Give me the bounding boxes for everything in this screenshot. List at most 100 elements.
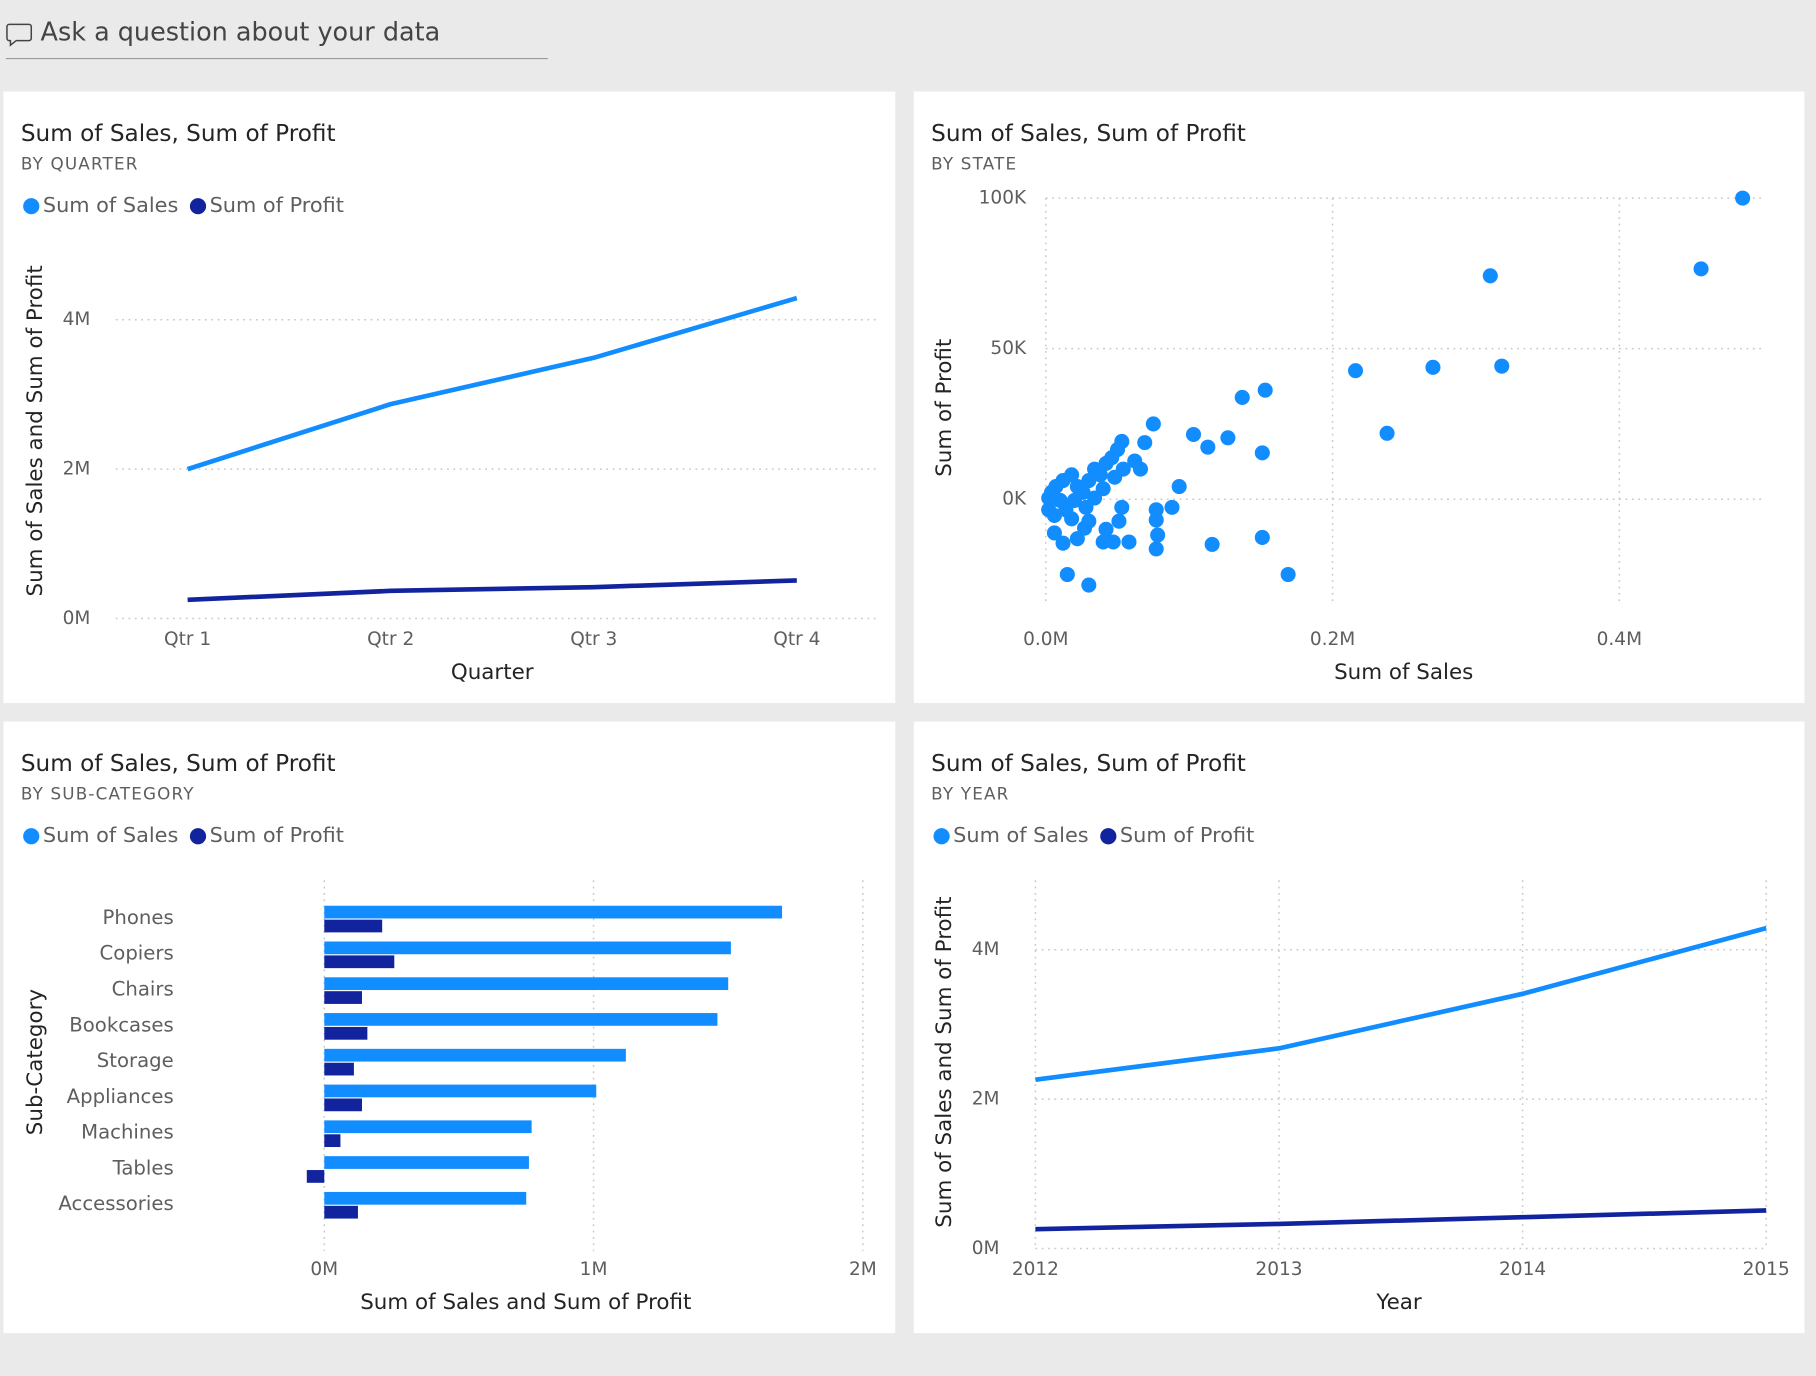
legend-label[interactable]: Sum of Profit (210, 823, 344, 847)
legend-marker[interactable] (189, 198, 207, 215)
scatter-point (1092, 467, 1108, 483)
x-tick-label: 2014 (1499, 1259, 1546, 1280)
panel (3, 721, 896, 1334)
category-label: Machines (81, 1121, 174, 1144)
bar (324, 1098, 362, 1112)
scatter-point (1104, 450, 1120, 466)
chart-title: Sum of Sales, Sum of Profit (21, 121, 336, 147)
x-tick-label: 0.2M (1310, 629, 1355, 650)
qna-box[interactable]: Ask a question about your data (5, 18, 548, 60)
y-tick-label: 2M (63, 459, 91, 480)
scatter-point (1257, 382, 1273, 398)
scatter-point (1066, 492, 1083, 508)
chart-title: Sum of Sales, Sum of Profit (21, 751, 336, 777)
qna-placeholder[interactable]: Ask a question about your data (41, 18, 441, 48)
chart-title: Sum of Sales, Sum of Profit (931, 751, 1246, 777)
x-tick-label: Qtr 1 (164, 629, 211, 650)
y-tick-label: 0K (1002, 489, 1027, 510)
y-tick-label: 0M (63, 608, 91, 629)
scatter-point (1095, 481, 1111, 497)
legend-label[interactable]: Sum of Sales (953, 823, 1088, 847)
scatter-point (1148, 541, 1164, 557)
scatter-point (1204, 536, 1220, 552)
scatter-point (1052, 492, 1068, 508)
scatter-point (1137, 435, 1153, 451)
category-label: Bookcases (69, 1013, 173, 1036)
y-axis-title: Sum of Sales and Sum of Profit (932, 896, 957, 1227)
legend-marker[interactable] (1100, 828, 1117, 845)
legend-marker[interactable] (933, 828, 950, 845)
scatter-point (1150, 527, 1166, 543)
scatter-point (1347, 363, 1364, 379)
x-axis-title: Sum of Sales and Sum of Profit (360, 1290, 691, 1315)
x-axis-title: Quarter (451, 660, 534, 685)
category-label: Chairs (112, 978, 174, 1001)
legend-label[interactable]: Sum of Sales (43, 193, 178, 217)
series-line (1035, 925, 1767, 1083)
scatter-point (1254, 445, 1270, 461)
chart-subtitle: BY QUARTER (21, 154, 139, 174)
x-tick-label: 2012 (1012, 1259, 1059, 1280)
y-tick-label: 0M (972, 1238, 1000, 1259)
category-label: Accessories (58, 1192, 173, 1215)
scatter-point (1081, 513, 1097, 529)
panel (3, 91, 896, 704)
y-axis-title: Sum of Sales and Sum of Profit (23, 265, 48, 596)
bar (324, 1013, 718, 1026)
scatter-point (1220, 430, 1236, 446)
legend-marker[interactable] (23, 198, 40, 215)
scatter-point (1059, 566, 1075, 583)
legend-label[interactable]: Sum of Sales (43, 823, 178, 847)
qna-icon (6, 23, 33, 47)
scatter-point (1494, 358, 1510, 374)
x-axis-title: Sum of Sales (1334, 660, 1473, 685)
scatter-point (1095, 534, 1111, 550)
scatter-point (1735, 190, 1751, 206)
y-tick-label: 2M (972, 1089, 1000, 1110)
y-axis-title: Sub-Category (23, 989, 48, 1136)
scatter-point (1379, 425, 1395, 441)
scatter-point (1234, 389, 1250, 405)
legend-marker[interactable] (23, 828, 40, 845)
scatter-point (1280, 566, 1296, 583)
chart-subtitle: BY SUB-CATEGORY (21, 784, 195, 804)
chart-title: Sum of Sales, Sum of Profit (931, 121, 1246, 147)
scatter-point (1171, 479, 1187, 495)
scatter-point (1046, 525, 1062, 541)
bar (306, 1170, 325, 1183)
scatter-point (1200, 439, 1216, 455)
bar (324, 1120, 532, 1134)
scatter-point (1145, 416, 1161, 432)
category-label: Phones (103, 906, 174, 929)
bar (324, 1156, 529, 1169)
y-tick-label: 4M (972, 939, 1000, 960)
scatter-point (1041, 490, 1057, 506)
scatter-point (1098, 521, 1114, 537)
bar (324, 1026, 368, 1040)
bar (324, 919, 383, 933)
legend-label[interactable]: Sum of Profit (210, 193, 344, 217)
legend-marker[interactable] (189, 828, 207, 845)
scatter-point (1185, 426, 1202, 443)
x-axis-title: Year (1375, 1290, 1422, 1315)
scatter-point (1132, 461, 1148, 477)
x-tick-label: 2013 (1255, 1259, 1302, 1280)
y-tick-label: 4M (63, 309, 91, 330)
scatter-point (1693, 261, 1709, 277)
category-label: Appliances (67, 1085, 174, 1108)
scatter-point (1121, 534, 1137, 550)
bar (324, 905, 783, 919)
scatter-point (1115, 461, 1131, 477)
y-axis-title: Sum of Profit (932, 339, 957, 477)
legend-label[interactable]: Sum of Profit (1120, 823, 1254, 847)
category-label: Tables (112, 1156, 174, 1179)
chart-subtitle: BY STATE (931, 154, 1017, 174)
x-tick-label: 0.0M (1023, 629, 1068, 650)
scatter-point (1064, 511, 1080, 527)
bar (324, 1191, 527, 1205)
scatter-point (1111, 513, 1127, 529)
scatter-point (1164, 499, 1180, 515)
x-tick-label: 1M (580, 1259, 608, 1280)
